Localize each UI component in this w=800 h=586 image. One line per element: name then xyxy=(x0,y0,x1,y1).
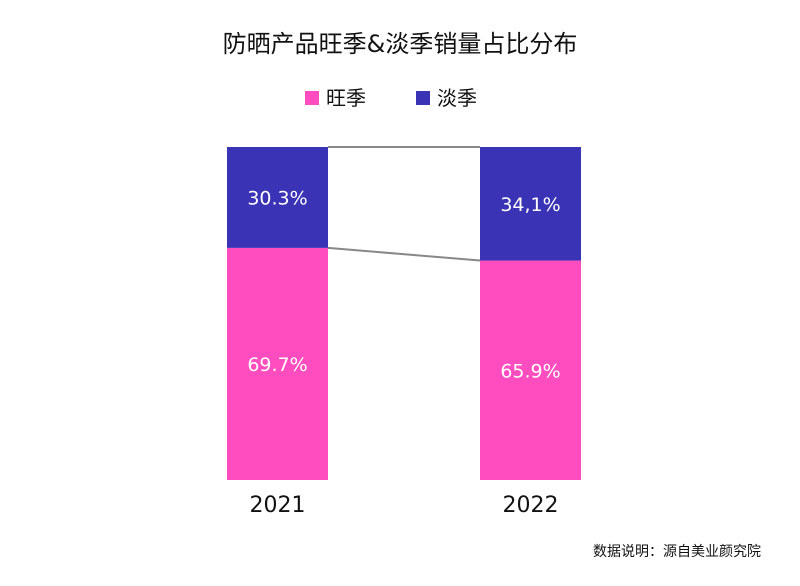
chart-title: 防晒产品旺季&淡季销量占比分布 xyxy=(223,30,578,58)
category-label-2021: 2021 xyxy=(250,493,306,518)
bar-2022-series-1 xyxy=(480,147,581,261)
data-label-2022-series-1: 34,1% xyxy=(500,194,560,216)
connector-line-boundary xyxy=(327,246,481,262)
bar-2022-series-0 xyxy=(480,260,581,480)
data-label-2021-series-1: 30.3% xyxy=(247,187,307,209)
category-label-2022: 2022 xyxy=(503,493,559,518)
legend: 旺季 淡季 xyxy=(305,86,477,110)
category-labels: 2021 2022 xyxy=(250,493,559,518)
legend-label-1: 淡季 xyxy=(437,86,477,110)
bars xyxy=(227,147,581,480)
legend-label-0: 旺季 xyxy=(326,86,366,110)
data-label-2022-series-0: 65.9% xyxy=(500,360,560,382)
source-note: 数据说明：源自美业颜究院 xyxy=(593,544,761,560)
connector-lines xyxy=(327,146,481,262)
legend-swatch-1 xyxy=(416,91,430,105)
bar-labels: 69.7% 30.3% 65.9% 34,1% xyxy=(247,187,560,382)
bar-2021-series-1 xyxy=(227,147,328,248)
bar-2021-series-0 xyxy=(227,247,328,480)
legend-swatch-0 xyxy=(305,91,319,105)
data-label-2021-series-0: 69.7% xyxy=(247,354,307,376)
